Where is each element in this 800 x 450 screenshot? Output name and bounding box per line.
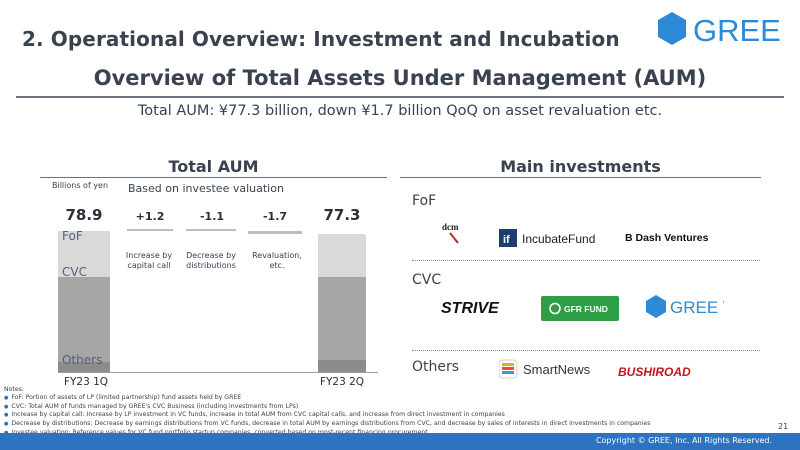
smartnews-logo-text: SmartNews (523, 362, 591, 377)
right-heading-divider (400, 177, 761, 178)
page-subtitle: Total AUM: ¥77.3 billion, down ¥1.7 bill… (137, 103, 663, 119)
smartnews-logo: SmartNews (498, 359, 599, 381)
gfr-fund-logo-text: GFR FUND (564, 304, 608, 314)
bushiroad-logo: BUSHIROAD (617, 362, 707, 380)
bar-segment-cvc-fy23-2q (318, 277, 366, 360)
title-divider (16, 96, 784, 98)
page-title: Overview of Total Assets Under Managemen… (93, 66, 707, 90)
strive-logo-text: STRIVE (441, 300, 500, 317)
bar-segment-cvc-fy23-1q (58, 277, 110, 362)
x-tick-label: FY23 1Q (63, 376, 109, 388)
note-item: Increase by capital call: Increase by LP… (4, 411, 650, 420)
category-description: Increase by capital call (125, 251, 173, 270)
gree-ventures-logo-text: GREE Ventures (670, 298, 724, 317)
note-item: CVC: Total AUM of funds managed by GREE'… (4, 403, 650, 412)
investment-category-cvc: CVC (412, 272, 442, 288)
copyright: Copyright © GREE, Inc. All Rights Reserv… (595, 436, 772, 445)
main-investments-heading: Main investments (500, 157, 661, 176)
left-heading-divider (40, 177, 387, 178)
investment-category-others: Others (412, 359, 460, 375)
x-tick-label: FY23 2Q (319, 376, 365, 388)
bushiroad-logo-text: BUSHIROAD (618, 365, 691, 379)
segment-label-cvc: CVC (62, 265, 87, 279)
bar-segment-fof-fy23-2q (318, 233, 366, 278)
category-description: Decrease by distributions (186, 251, 236, 270)
strive-logo: STRIVE (440, 297, 520, 319)
dcm-logo: dcm (440, 218, 466, 244)
bar-segment-fof-fy23-1q (58, 230, 110, 278)
section-title: 2. Operational Overview: Investment and … (22, 27, 620, 51)
investments-divider (412, 350, 760, 351)
bdash-ventures-logo: B Dash Ventures (624, 229, 742, 245)
delta-bar-1 (127, 228, 173, 231)
notes: Notes: FoF: Portion of assets of LP (lim… (4, 386, 650, 438)
incubatefund-logo-text: IncubateFund (522, 232, 595, 246)
total-aum-heading: Total AUM (168, 157, 259, 176)
gree-hexagon-icon: GREE (658, 12, 781, 48)
unit-label: Billions of yen (52, 181, 109, 190)
segment-label-others: Others (62, 353, 103, 367)
footer-bar: Copyright © GREE, Inc. All Rights Reserv… (0, 433, 800, 450)
incubatefund-logo: if IncubateFund (499, 228, 609, 248)
svg-text:if: if (503, 234, 510, 246)
notes-title: Notes: (4, 386, 24, 393)
gree-ventures-logo: GREE Ventures (644, 293, 790, 325)
notes-list: FoF: Portion of assets of LP (limited pa… (4, 394, 650, 438)
delta-label: -1.1 (199, 210, 225, 223)
segment-label-fof: FoF (62, 229, 83, 243)
investments-divider (412, 260, 760, 261)
dcm-logo-text: dcm (442, 222, 459, 232)
bar-segment-others-fy23-1q (58, 361, 110, 372)
delta-label: +1.2 (135, 210, 165, 223)
delta-label: -1.7 (262, 210, 288, 223)
bar-total-label: 78.9 (65, 206, 103, 224)
delta-bar-3 (248, 230, 302, 234)
note-item: Investee valuation: Reference values for… (4, 429, 650, 438)
gree-logo: GREE (655, 10, 781, 48)
chart-axis (58, 372, 378, 373)
gree-logo-text: GREE (693, 13, 780, 48)
bar-segment-others-fy23-2q (318, 359, 366, 372)
gfr-fund-logo: GFR FUND (541, 296, 619, 321)
bar-total-label: 77.3 (323, 206, 361, 224)
note-item: Decrease by distributions: Decrease by e… (4, 420, 650, 429)
note-item: FoF: Portion of assets of LP (limited pa… (4, 394, 650, 403)
delta-bar-2 (186, 228, 236, 231)
investment-category-fof: FoF (412, 193, 437, 209)
category-description: Revaluation, etc. (252, 251, 302, 270)
page-number: 21 (778, 422, 789, 431)
bdash-ventures-logo-text: B Dash Ventures (625, 232, 709, 244)
valuation-basis-label: Based on investee valuation (128, 182, 284, 195)
